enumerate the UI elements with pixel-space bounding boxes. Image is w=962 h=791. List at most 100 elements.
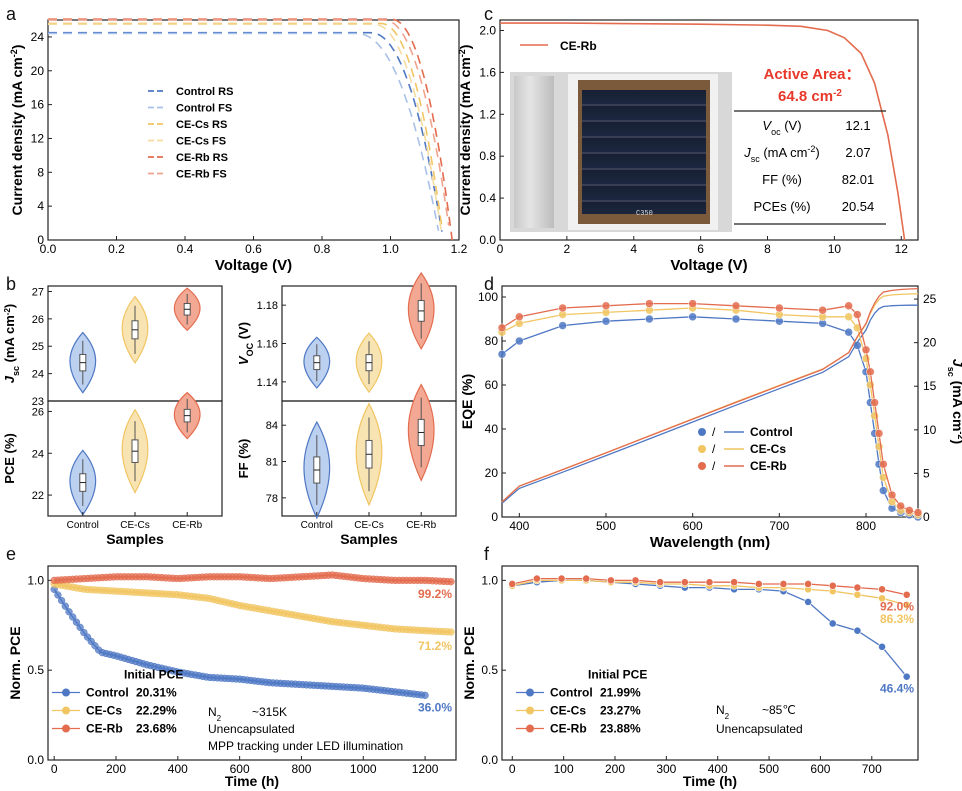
eqe-point <box>887 490 897 500</box>
x-axis-label: Samples <box>340 531 398 547</box>
panel-d-eqe: 400 500 600 700 800 0 20 40 60 80 100 0 5 10 15 20 25 / Co… <box>459 285 962 551</box>
x-axis-label: Time (h) <box>225 773 279 789</box>
eqe-point <box>731 314 741 324</box>
eqe-point <box>601 301 611 311</box>
eqe-line <box>501 302 919 514</box>
y-tick-label: 26 <box>32 314 44 326</box>
x-tick-label: 0 <box>51 762 58 776</box>
y-tick-label: 0 <box>37 233 44 247</box>
legend-label: Control RS <box>176 86 233 98</box>
stability-point <box>853 583 862 592</box>
final-retention: 36.0% <box>418 700 452 714</box>
legend-a: Control RS Control FS CE-Cs RS CE-Cs FS CE-R… <box>148 86 233 181</box>
note-temperature: ~85℃ <box>762 703 796 717</box>
y-axis-label: Current density (mA cm-2) <box>457 45 473 216</box>
x-tick-label: Control <box>67 520 99 531</box>
stability-point <box>902 672 911 681</box>
stability-point <box>902 601 911 609</box>
eqe-point <box>896 501 905 511</box>
x-tick-label: 10 <box>828 242 842 256</box>
y-right-tick-label: 20 <box>923 336 937 350</box>
legend-title: Initial PCE <box>588 668 647 682</box>
x-tick-label: 300 <box>656 762 676 776</box>
stability-point <box>902 590 911 599</box>
y-right-tick-label: 25 <box>923 292 937 306</box>
eqe-point <box>775 303 784 313</box>
x-tick-label: 6 <box>697 242 704 256</box>
plot-frame <box>501 285 919 518</box>
legend-marker <box>62 688 70 697</box>
x-tick-label: 200 <box>106 762 126 776</box>
y-tick-label: 84 <box>266 420 278 432</box>
y-tick-label: 1.18 <box>257 300 278 312</box>
y-tick-label: 20 <box>485 466 499 480</box>
y-tick-label: 0.4 <box>479 191 496 205</box>
x-tick-label: 400 <box>509 519 529 533</box>
x-tick-label: 600 <box>230 762 250 776</box>
stability-point <box>730 578 739 587</box>
table-row-label: Voc (V) <box>762 118 801 137</box>
y-tick-label: 16 <box>31 98 45 112</box>
legend-initial-pce: 23.68% <box>136 722 177 736</box>
y-tick-label: 0.0 <box>27 753 44 767</box>
eqe-point <box>879 459 888 469</box>
legend-label: Control <box>86 686 129 700</box>
table-row-value: 82.01 <box>842 172 875 187</box>
x-tick-label: 12 <box>895 242 909 256</box>
module-frame: C350 <box>568 74 718 230</box>
legend-label: CE-Rb FS <box>176 169 227 181</box>
legend-label: CE-Rb <box>86 722 123 736</box>
stability-point <box>878 642 886 651</box>
table-row-value: 2.07 <box>845 145 870 160</box>
stability-point <box>447 628 455 636</box>
plot-frame <box>47 565 457 761</box>
legend-marker <box>698 445 706 453</box>
legend-marker <box>526 724 534 733</box>
y-tick-label: 26 <box>32 406 44 418</box>
x-tick-label: 1000 <box>350 762 377 776</box>
eqe-point <box>558 303 567 313</box>
eqe-point <box>844 312 853 322</box>
ruler-image <box>514 76 554 228</box>
panel-f-stability-85c: 0 100 200 300 400 500 600 700 0.0 0.5 1.0 46.4% 86.3… <box>461 565 919 789</box>
y-tick-label: 0.0 <box>481 753 498 767</box>
stability-point <box>631 576 640 585</box>
legend-separator: / <box>712 442 716 456</box>
eqe-point <box>688 299 697 308</box>
legend-marker <box>526 706 534 715</box>
panel-a-jv-curves: 0.0 0.2 0.4 0.6 0.8 1.0 1.2 0 4 8 12 16 20 24 Control … <box>9 18 468 274</box>
eqe-point <box>874 429 884 438</box>
eqe-point <box>844 327 853 337</box>
stability-point <box>69 613 77 621</box>
y-axis-label: VOC (V) <box>236 322 255 365</box>
x-tick-label: 0.8 <box>314 242 331 256</box>
note-temperature: ~315K <box>252 705 287 719</box>
x-tick-label: 600 <box>810 762 830 776</box>
final-retention: 92.0% <box>880 600 914 614</box>
eqe-point <box>731 301 741 311</box>
eqe-point <box>601 316 611 326</box>
y-tick-label: 0.5 <box>481 663 498 677</box>
note-atmosphere: N2 <box>208 705 222 723</box>
stability-point <box>65 608 73 616</box>
x-axis-label: Voltage (V) <box>215 257 292 274</box>
jv-curve <box>48 19 450 226</box>
eqe-point <box>870 398 879 407</box>
final-retention: 71.2% <box>418 639 452 653</box>
y-tick-label: 24 <box>32 369 44 381</box>
stability-point <box>680 578 689 587</box>
eqe-point <box>861 345 871 355</box>
y-tick-label: 40 <box>485 422 499 436</box>
violin-subplot-pce: 22 24 26 Control CE-Cs CE-Rb Samples PCE (%) <box>2 391 223 547</box>
module-label: C350 <box>636 210 653 218</box>
jv-curve <box>48 18 453 241</box>
panel-e-stability-mpp: 0 200 400 600 800 1000 1200 0.0 0.5 1.0 36.0% 71.2%… <box>7 565 457 789</box>
y-tick-label: 0.5 <box>27 663 44 677</box>
stability-point <box>754 580 763 588</box>
y-tick-label: 24 <box>31 30 45 44</box>
jsc-integrated-line <box>501 304 918 504</box>
active-area-title: Active Area： <box>764 66 861 83</box>
x-tick-label: 0.0 <box>40 242 57 256</box>
